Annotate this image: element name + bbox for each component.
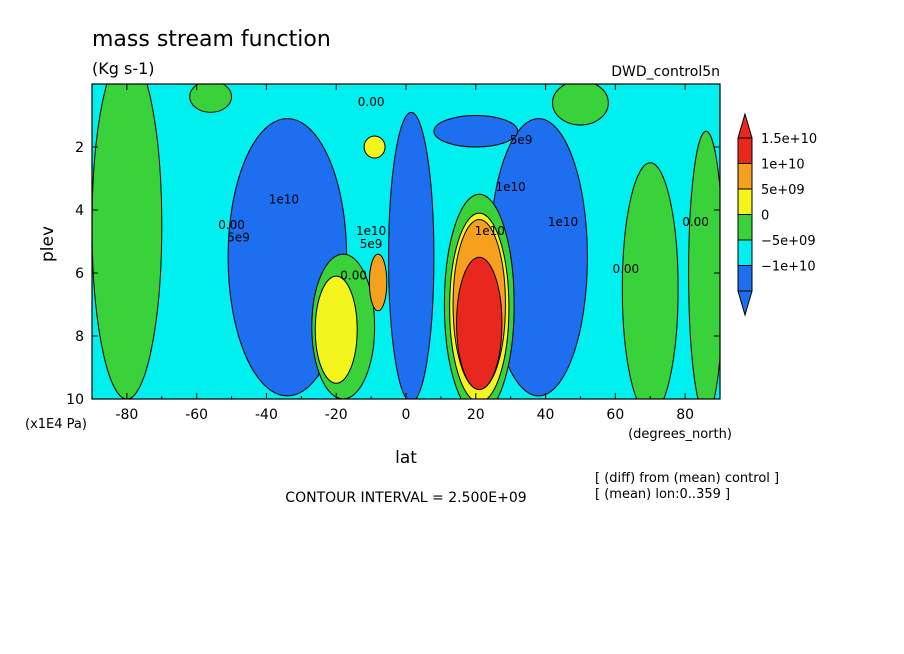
contour-region-upper-left-positive: [189, 84, 233, 113]
y-tick-label: 2: [75, 140, 84, 156]
y-axis-label: plev: [38, 226, 58, 262]
colorbar-label: 1e+10: [761, 158, 805, 173]
x-tick-label: 40: [537, 407, 555, 423]
x-axis-label: lat: [395, 448, 417, 468]
contour-region-right-positive-core: [456, 256, 503, 391]
x-tick-label: -80: [115, 407, 138, 423]
contour-region-right-positive-column-b: [688, 130, 720, 399]
dataset-label: DWD_control5n: [611, 64, 720, 80]
colorbar-swatch: [737, 239, 753, 266]
chart-title: mass stream function: [92, 27, 331, 52]
y-tick-label: 4: [75, 203, 84, 219]
colorbar-swatch: [737, 265, 753, 292]
contour-label-11: 0.00: [612, 262, 639, 276]
colorbar-label: −1e+10: [761, 260, 816, 275]
x-tick-label: 0: [402, 407, 411, 423]
colorbar-swatch: [737, 137, 753, 164]
contour-region-top-left-positive: [363, 135, 386, 159]
y-tick-label: 8: [75, 329, 84, 345]
contour-region-upper-right-negative: [433, 115, 519, 148]
contour-label-9: 1e10: [475, 224, 505, 238]
contour-region-upper-right-positive: [552, 84, 609, 126]
colorbar-label: 0: [761, 209, 769, 224]
contour-label-6: 0.00: [218, 218, 245, 232]
contour-region-left-positive-core: [314, 275, 358, 384]
x-tick-label: -40: [255, 407, 278, 423]
contour-label-10: 1e10: [548, 215, 578, 229]
note-mean: [ (mean) lon:0..359 ]: [595, 487, 730, 502]
colorbar-legend: 1.5e+10 1e+10 5e+09 0 −5e+09 −1e+10: [737, 112, 817, 317]
contour-region-left-positive-small: [368, 253, 388, 312]
contour-region-left-positive-column: [92, 84, 163, 399]
contour-label-3: 1e10: [496, 180, 526, 194]
colorbar-label: −5e+09: [761, 234, 816, 249]
contour-label-2: 1e10: [269, 193, 299, 207]
contour-label-8: 0.00: [340, 268, 367, 282]
contour-label-5: 5e9: [227, 231, 250, 245]
y-axis-units: (x1E4 Pa): [25, 417, 87, 432]
x-tick-label: 20: [467, 407, 485, 423]
contour-region-right-positive-column-a: [621, 162, 679, 399]
contour-label-7: 5e9: [360, 237, 383, 251]
note-diff: [ (diff) from (mean) control ]: [595, 471, 779, 486]
contour-label-0: 0.00: [358, 95, 385, 109]
y-axis: 2 4 6 8 10: [66, 140, 720, 408]
chart-units: (Kg s-1): [92, 59, 155, 78]
contour-label-1: 5e9: [510, 133, 533, 147]
colorbar-swatch: [737, 188, 753, 215]
x-tick-label: 60: [606, 407, 624, 423]
y-tick-label: 6: [75, 266, 84, 282]
colorbar-arrow-bottom: [737, 290, 753, 317]
contour-label-4: 1e10: [356, 224, 386, 238]
colorbar-label: 1.5e+10: [761, 132, 817, 147]
contour-regions: [92, 84, 720, 399]
colorbar-label: 5e+09: [761, 183, 805, 198]
y-tick-label: 10: [66, 392, 84, 408]
x-tick-label: -60: [185, 407, 208, 423]
colorbar-swatch: [737, 214, 753, 241]
contour-label-12: 0.00: [682, 215, 709, 229]
x-tick-label: -20: [325, 407, 348, 423]
colorbar-swatch: [737, 163, 753, 190]
x-tick-label: 80: [676, 407, 694, 423]
contour-interval: CONTOUR INTERVAL = 2.500E+09: [285, 490, 526, 506]
x-axis-units: (degrees_north): [628, 427, 732, 442]
contour-labels: 0.005e91e101e101e105e90.005e90.001e101e1…: [218, 95, 709, 282]
x-axis: -80 -60 -40 -20 0 20 40 60 80: [91, 84, 721, 423]
contour-region-equatorial-negative-column: [388, 111, 435, 399]
colorbar-arrow-top: [737, 112, 753, 139]
